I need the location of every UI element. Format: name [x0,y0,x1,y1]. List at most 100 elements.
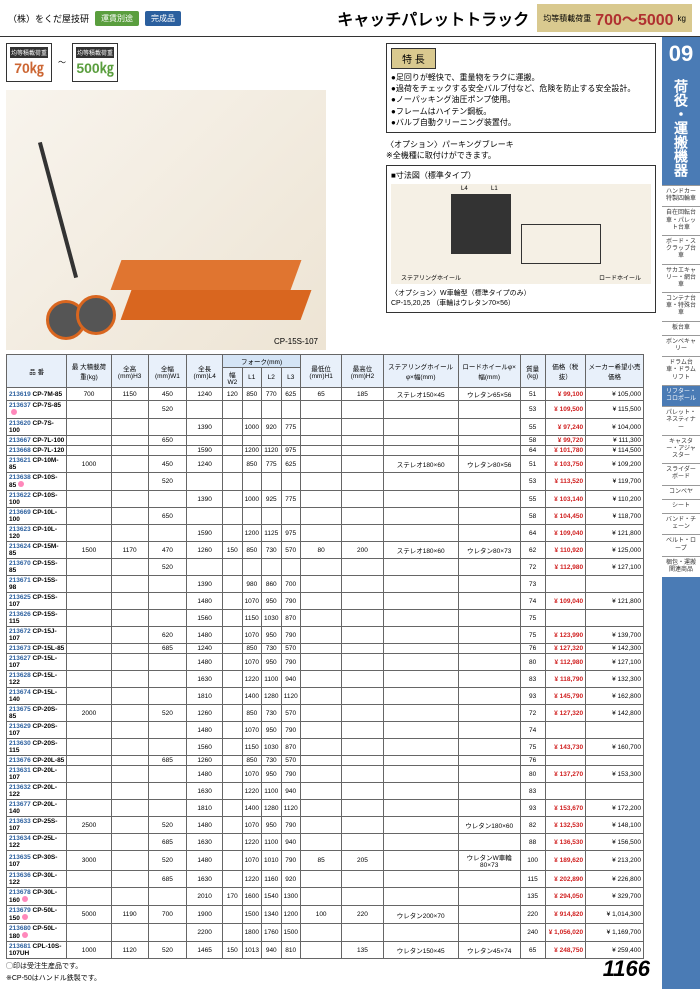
sidebar-item[interactable]: ドラム台車・ドラムリフト [662,356,700,385]
cell-l2: 1100 [262,834,281,851]
sidebar-item[interactable]: バンド・チェーン [662,513,700,534]
cell-steer [383,834,458,851]
cell-h3: 1190 [111,906,148,924]
sidebar-item[interactable]: シート [662,499,700,513]
features-title: 特 長 [391,48,436,69]
table-row: 213677 CP-20L-140 1810 1400 1280 1120 93… [7,800,644,817]
sidebar-item[interactable]: ボンベキャリー [662,335,700,356]
cell-model: 213626 CP-15S-115 [7,610,67,627]
cell-h1 [300,401,341,419]
sidebar-item[interactable]: 板台車 [662,321,700,335]
cell-w2 [223,446,242,456]
table-row: 213633 CP-25S-107 2500 520 1480 1070 950… [7,817,644,834]
sidebar-item[interactable]: ハンドカー特製四輪車 [662,185,700,206]
cell-road [458,419,520,436]
cell-l2: 770 [262,388,281,401]
cell-load [67,722,111,739]
cell-price: ¥ 132,530 [545,817,586,834]
cell-l3: 975 [281,525,300,542]
cell-l3: 700 [281,576,300,593]
cell-h1 [300,834,341,851]
cell-price: ¥ 123,990 [545,627,586,644]
cell-price: ¥ 202,890 [545,871,586,888]
sidebar-item[interactable]: 梱包・運搬関連商品 [662,556,700,577]
sidebar-item[interactable]: キャスター・アジャスター [662,435,700,464]
cell-price [545,722,586,739]
table-row: 213681 CPL-10S-107UH 1000 1120 520 1465 … [7,942,644,959]
table-row: 213680 CP-50L-180 2200 1800 1760 1500 24… [7,924,644,942]
cell-h2 [342,924,383,942]
cell-weight: 76 [520,644,545,654]
cell-l3: 625 [281,388,300,401]
cell-l3 [281,436,300,446]
cell-l2: 950 [262,817,281,834]
cell-list: ¥ 114,500 [586,446,644,456]
cell-w1 [148,766,187,783]
cell-l2: 1760 [262,924,281,942]
cell-h2 [342,766,383,783]
footnote-1: ◯印は受注生産品です。 [6,961,656,971]
cell-road [458,783,520,800]
cell-price: ¥ 136,530 [545,834,586,851]
sidebar-item[interactable]: コンテナ台車・特殊台車 [662,292,700,321]
cell-steer [383,446,458,456]
cell-weight: 80 [520,766,545,783]
sidebar-item[interactable]: スライダーボード [662,463,700,484]
cell-l4: 1480 [187,722,223,739]
cell-l3 [281,508,300,525]
cell-model: 213679 CP-50L-150 [7,906,67,924]
cell-price: ¥ 110,920 [545,542,586,559]
cell-l4: 1240 [187,644,223,654]
cell-load [67,654,111,671]
cell-l2: 925 [262,491,281,508]
table-row: 213636 CP-30L-122 685 1630 1220 1160 920… [7,871,644,888]
cell-l4: 1260 [187,705,223,722]
cell-price: ¥ 112,980 [545,559,586,576]
cell-l3: 790 [281,654,300,671]
cell-road [458,654,520,671]
cell-price: ¥ 914,820 [545,906,586,924]
sidebar-item[interactable]: サカエキャリー・網台車 [662,264,700,293]
th-l3: L3 [281,368,300,388]
cell-model: 213677 CP-20L-140 [7,800,67,817]
table-row: 213634 CP-25L-122 685 1630 1220 1100 940… [7,834,644,851]
table-row: 213632 CP-20L-122 1630 1220 1100 940 83 [7,783,644,800]
sidebar-item[interactable]: リフター・コロポール [662,385,700,406]
table-row: 213667 CP-7L-100 650 58 ¥ 99,720 ¥ 111,3… [7,436,644,446]
cell-h2 [342,456,383,473]
sidebar-item[interactable]: ベルト・ロープ [662,534,700,555]
cell-h2 [342,688,383,705]
right-info: 特 長 ●足回りが軽快で、重量物をラクに運搬。 ●過荷をチェックする安全バルブ付… [386,43,656,350]
cell-steer: ウレタン150×45 [383,942,458,959]
cell-model: 213637 CP-7S-85 [7,401,67,419]
cell-h2 [342,671,383,688]
th-steer: ステアリングホイールφ×幅(mm) [383,355,458,388]
cell-l1 [242,559,261,576]
cell-weight: 80 [520,654,545,671]
cell-h1: 65 [300,388,341,401]
sidebar-item[interactable]: 自在回転台車・パレット台車 [662,206,700,235]
cell-w1: 520 [148,559,187,576]
cell-l2: 775 [262,456,281,473]
cell-w1: 685 [148,834,187,851]
cell-road: ウレタン180×60 [458,817,520,834]
sidebar-item[interactable]: パレット・ネスティナー [662,406,700,435]
cell-l1: 1220 [242,871,261,888]
page-number: 1166 [603,956,650,982]
cell-road [458,525,520,542]
cell-steer [383,419,458,436]
cell-l3: 940 [281,671,300,688]
sidebar-item[interactable]: ボード・スクラップ台車 [662,235,700,264]
feature-item: ●足回りが軽快で、重量物をラクに運搬。 [391,72,651,83]
features-list: ●足回りが軽快で、重量物をラクに運搬。 ●過荷をチェックする安全バルブ付など、危… [391,72,651,128]
cell-w2 [223,654,242,671]
sidebar-item[interactable]: コンベヤ [662,485,700,499]
cell-w2 [223,525,242,542]
cell-h1 [300,705,341,722]
cell-l2: 1125 [262,525,281,542]
cell-l2: 860 [262,576,281,593]
cell-price: ¥ 137,270 [545,766,586,783]
cell-road: ウレタン65×56 [458,388,520,401]
cell-steer [383,871,458,888]
cell-h1 [300,559,341,576]
